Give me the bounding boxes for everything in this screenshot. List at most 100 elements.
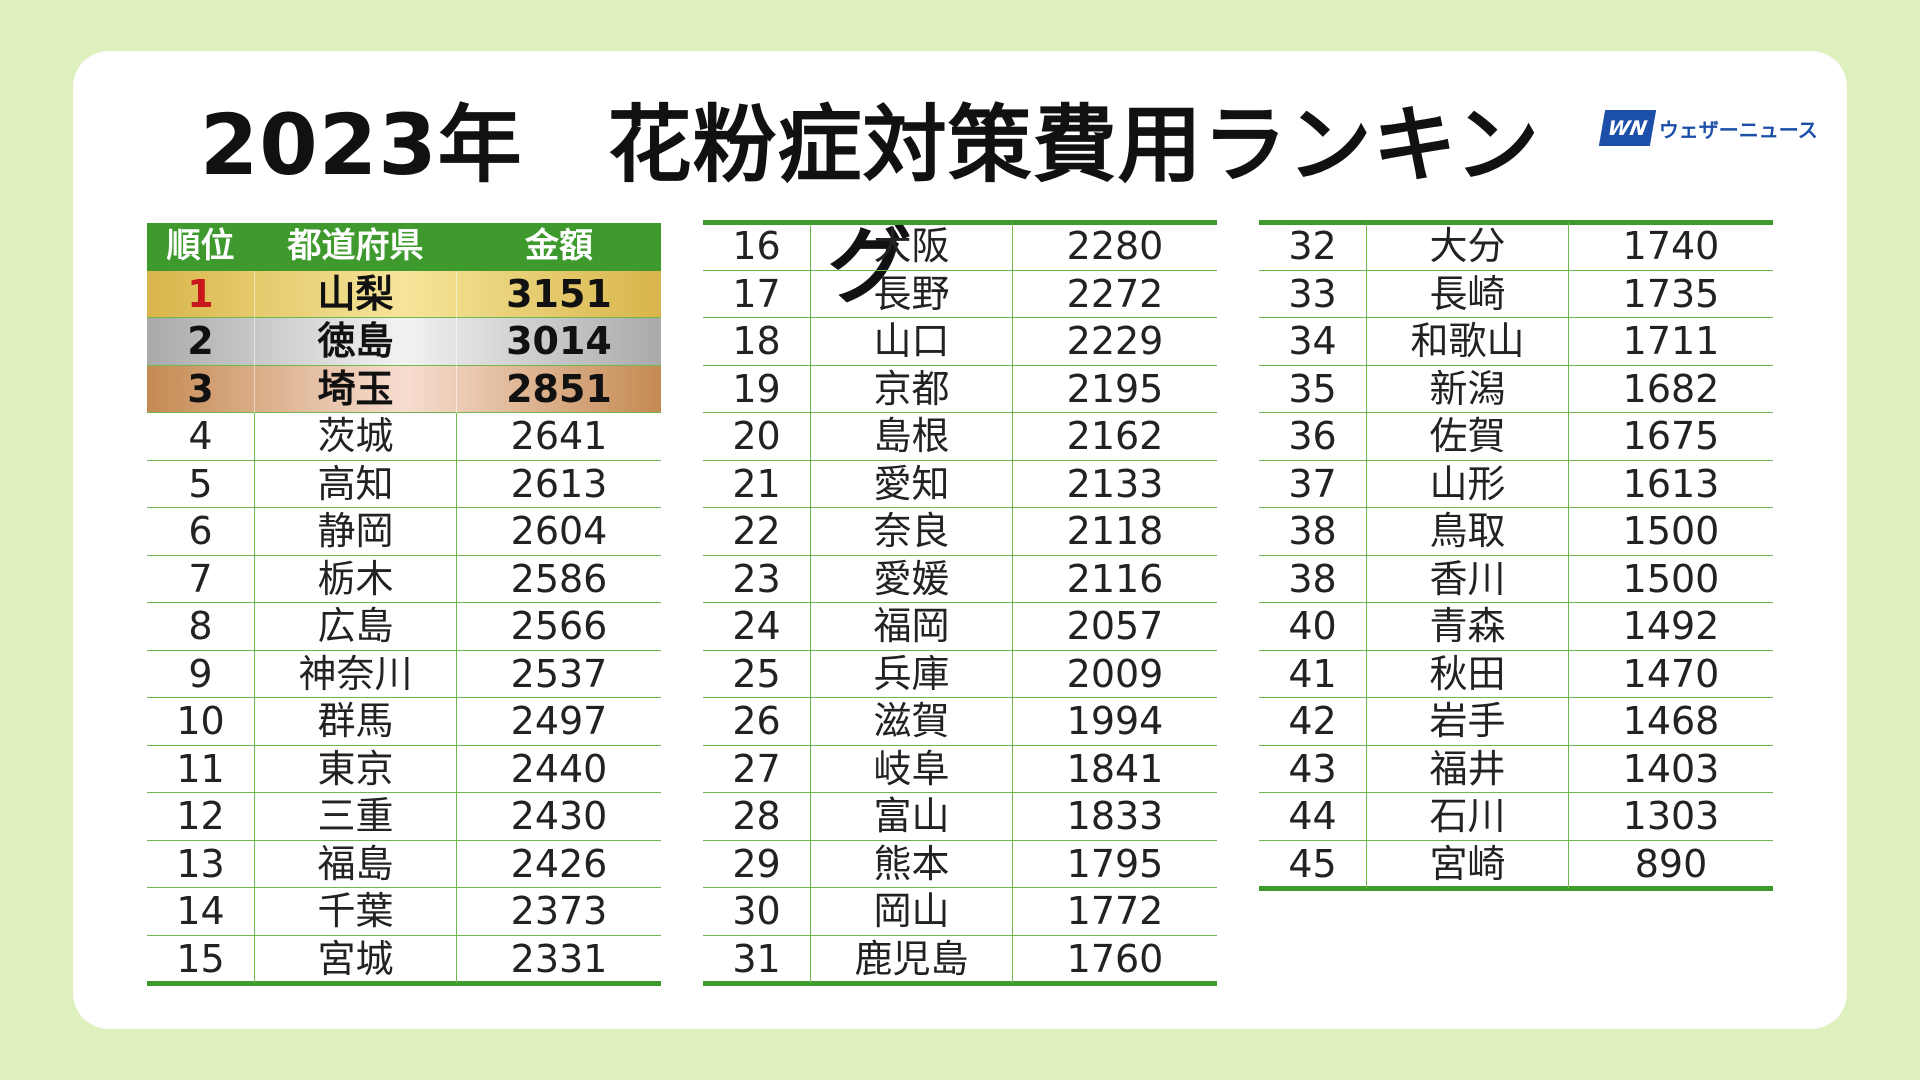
table-row: 11 東京 2440	[147, 745, 661, 793]
rank: 32	[1259, 223, 1367, 271]
amount: 1675	[1622, 414, 1720, 458]
prefecture: 高知	[255, 460, 457, 508]
table-row: 41 秋田 1470	[1259, 650, 1773, 698]
table-row: 1 山梨 3151	[147, 270, 661, 318]
prefecture: 三重	[255, 793, 457, 841]
amount: 2426	[510, 841, 608, 886]
table-row: 9 神奈川 2537	[147, 650, 661, 698]
amount: 2566	[510, 604, 608, 648]
top-rule	[1259, 220, 1773, 225]
amount: 1994	[1066, 699, 1164, 743]
table-row: 35 新潟 1682	[1259, 365, 1773, 413]
amount: 1492	[1622, 604, 1720, 648]
rank: 33	[1259, 270, 1367, 318]
title: 2023年 花粉症対策費用ランキング	[199, 96, 1541, 315]
logo-text: ウェザーニュース	[1658, 117, 1818, 142]
table-row: 31 鹿児島 1760	[703, 935, 1217, 986]
prefecture: 茨城	[255, 413, 457, 461]
prefecture: 兵庫	[811, 650, 1013, 698]
amount: 1841	[1066, 746, 1164, 791]
table-row: 23 愛媛 2116	[703, 555, 1217, 603]
table-row: 22 奈良 2118	[703, 508, 1217, 556]
amount: 1500	[1622, 509, 1720, 553]
amount: 1613	[1622, 461, 1720, 506]
rank: 13	[147, 840, 255, 888]
prefecture: 鳥取	[1367, 508, 1569, 556]
prefecture: 新潟	[1367, 365, 1569, 413]
table-row: 21 愛知 2133	[703, 460, 1217, 508]
table-row: 30 岡山 1772	[703, 888, 1217, 936]
amount: 3151	[506, 271, 612, 316]
prefecture: 佐賀	[1367, 413, 1569, 461]
rank: 38	[1259, 555, 1367, 603]
amount: 2229	[1066, 319, 1164, 363]
prefecture: 静岡	[255, 508, 457, 556]
amount: 2116	[1066, 556, 1164, 601]
amount: 2118	[1066, 509, 1164, 553]
prefecture: 栃木	[255, 555, 457, 603]
prefecture: 長野	[811, 270, 1013, 318]
rank: 8	[147, 603, 255, 651]
rank: 22	[703, 508, 811, 556]
logo-mark: WN	[1598, 110, 1656, 146]
prefecture: 山梨	[255, 270, 457, 318]
amount: 1772	[1066, 889, 1164, 933]
rank: 14	[147, 888, 255, 936]
prefecture: 千葉	[255, 888, 457, 936]
rank: 36	[1259, 413, 1367, 461]
amount: 890	[1634, 841, 1708, 886]
rank: 41	[1259, 650, 1367, 698]
table-row: 7 栃木 2586	[147, 555, 661, 603]
amount: 1795	[1066, 841, 1164, 886]
table-row: 6 静岡 2604	[147, 508, 661, 556]
rank: 20	[703, 413, 811, 461]
rank: 11	[147, 745, 255, 793]
rank: 26	[703, 698, 811, 746]
rank: 38	[1259, 508, 1367, 556]
prefecture: 宮城	[255, 935, 457, 983]
rank: 15	[147, 935, 255, 983]
rank: 31	[703, 935, 811, 983]
prefecture: 東京	[255, 745, 457, 793]
rank: 35	[1259, 365, 1367, 413]
amount: 1760	[1066, 936, 1164, 981]
prefecture: 大分	[1367, 223, 1569, 271]
rank: 12	[147, 793, 255, 841]
table-row: 4 茨城 2641	[147, 413, 661, 461]
prefecture: 香川	[1367, 555, 1569, 603]
prefecture: 滋賀	[811, 698, 1013, 746]
amount: 2331	[510, 936, 608, 981]
table-row: 43 福井 1403	[1259, 745, 1773, 793]
prefecture: 福井	[1367, 745, 1569, 793]
rank: 1	[147, 270, 255, 318]
amount: 2373	[510, 889, 608, 933]
amount: 2613	[510, 461, 608, 506]
table-row: 34 和歌山 1711	[1259, 318, 1773, 366]
amount: 1833	[1066, 794, 1164, 838]
rank: 3	[147, 365, 255, 413]
prefecture: 岩手	[1367, 698, 1569, 746]
prefecture: 石川	[1367, 793, 1569, 841]
rank: 25	[703, 650, 811, 698]
amount: 2162	[1066, 414, 1164, 458]
prefecture: 長崎	[1367, 270, 1569, 318]
amount: 2604	[510, 509, 608, 553]
amount: 1682	[1622, 366, 1720, 411]
rank: 42	[1259, 698, 1367, 746]
amount: 2440	[510, 746, 608, 791]
prefecture: 神奈川	[255, 650, 457, 698]
amount: 1740	[1622, 224, 1720, 268]
table-row: 33 長崎 1735	[1259, 270, 1773, 318]
prefecture: 秋田	[1367, 650, 1569, 698]
prefecture: 鹿児島	[811, 935, 1013, 983]
amount: 2195	[1066, 366, 1164, 411]
table-row: 28 富山 1833	[703, 793, 1217, 841]
rank: 5	[147, 460, 255, 508]
table-row: 29 熊本 1795	[703, 840, 1217, 888]
rank: 19	[703, 365, 811, 413]
rank: 21	[703, 460, 811, 508]
header-cell: 順位	[147, 223, 255, 271]
table-row: 13 福島 2426	[147, 840, 661, 888]
prefecture: 徳島	[255, 318, 457, 366]
rank: 43	[1259, 745, 1367, 793]
